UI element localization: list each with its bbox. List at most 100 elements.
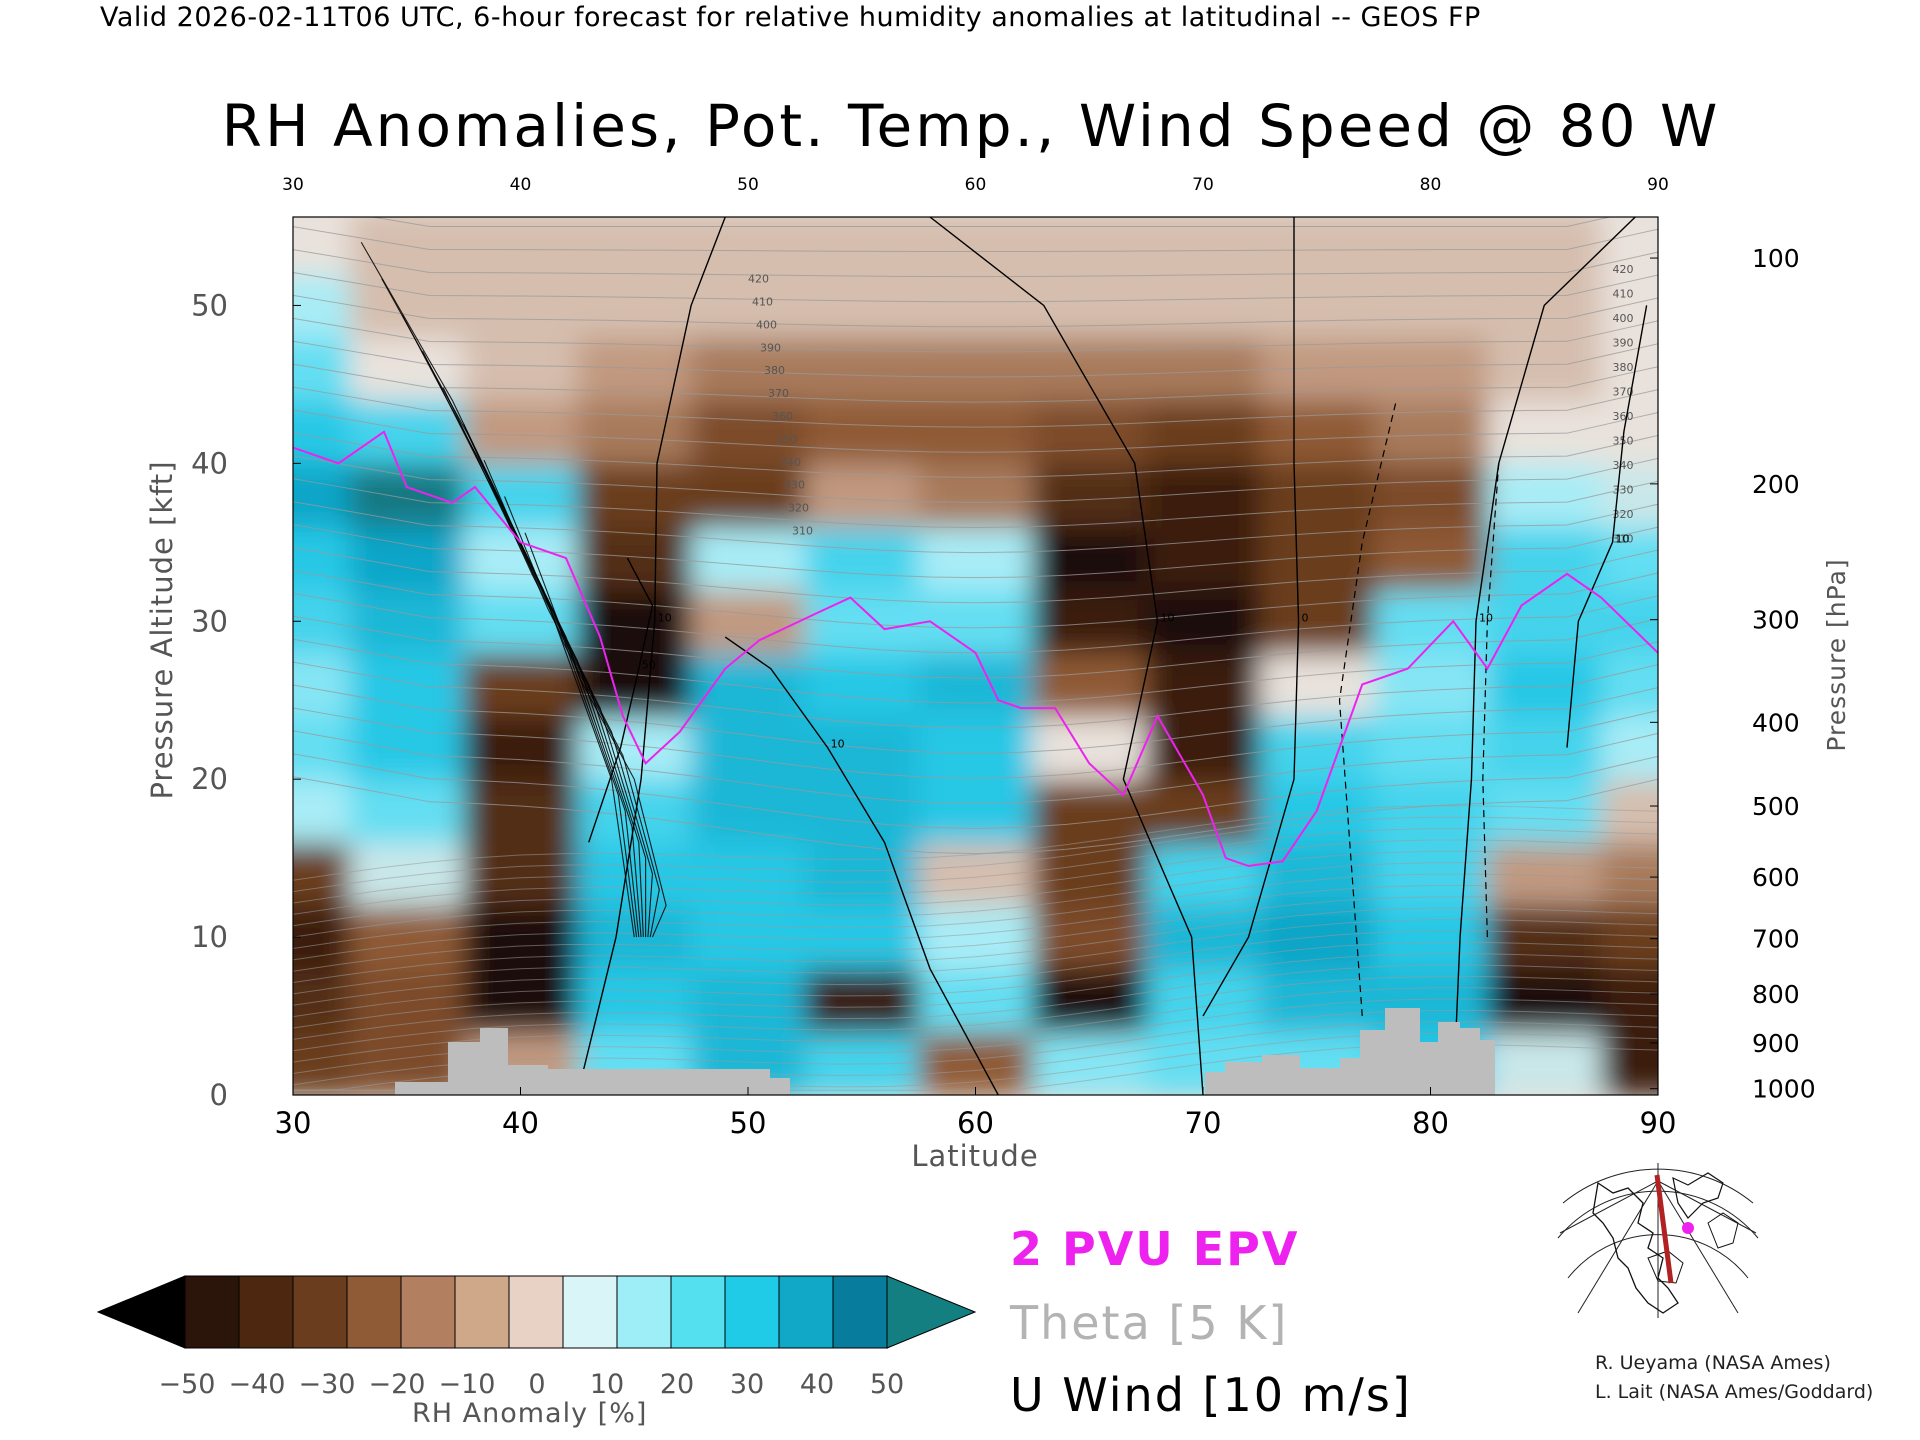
rh-cell [691, 273, 806, 339]
u-wind-label: 0 [1302, 611, 1309, 624]
pressure-tick-label: 1000 [1752, 1075, 1816, 1104]
colorbar-bin [616, 1275, 672, 1349]
theta-line [293, 455, 1658, 503]
rh-cell [349, 217, 465, 275]
rh-cell [804, 273, 920, 339]
pressure-tick-label: 800 [1752, 980, 1800, 1009]
rh-cell [1487, 652, 1603, 718]
rh-cell [293, 400, 351, 465]
u-wind-line [1202, 217, 1300, 1017]
theta-line [293, 661, 1658, 729]
u-wind-contours: 10 50 10 10 0 10 10 [360, 217, 1648, 1095]
rh-cell [804, 400, 920, 465]
rh-cell [1146, 400, 1261, 465]
terrain-hudson-bay [395, 1028, 790, 1095]
colorbar-under-arrow [96, 1275, 186, 1349]
theta-line [293, 975, 1658, 1052]
rh-cell [804, 463, 920, 528]
x-top-tick-label: 80 [1420, 175, 1442, 195]
theta-line [293, 524, 1658, 579]
pv-line [293, 430, 1658, 868]
theta-line [293, 753, 1658, 829]
rh-cell [349, 652, 465, 718]
x-tick-label: 60 [957, 1106, 994, 1140]
rh-cell [349, 716, 465, 781]
rh-cell [1146, 842, 1261, 907]
pv-2pvu-contour [293, 430, 1658, 868]
colorbar-tick-label: −50 [159, 1369, 216, 1400]
credit-line-1: R. Ueyama (NASA Ames) [1595, 1352, 1831, 1374]
colorbar-bin [562, 1275, 618, 1349]
pressure-tick-label: 900 [1752, 1029, 1800, 1058]
rh-cell [1146, 716, 1261, 781]
rh-cell [293, 779, 351, 844]
theta-line [293, 317, 1658, 353]
rh-cell [463, 273, 579, 339]
rh-cell [1259, 905, 1375, 970]
pressure-tick-label: 500 [1752, 792, 1800, 821]
rh-cell [463, 589, 579, 654]
rh-cell [918, 779, 1034, 844]
rh-cell [1146, 779, 1261, 844]
rh-cell [1259, 842, 1375, 907]
rh-cell [691, 842, 806, 907]
rh-cell [691, 968, 806, 1033]
rh-cell [577, 905, 693, 970]
x-tick-label: 50 [730, 1106, 767, 1140]
y-tick-label: 50 [191, 288, 228, 322]
rh-cell [1487, 1031, 1603, 1095]
forecast-caption: Valid 2026-02-11T06 UTC, 6-hour forecast… [100, 2, 1481, 33]
theta-line [293, 272, 1658, 303]
x-axis-label: Latitude [911, 1139, 1038, 1173]
rh-cell [463, 337, 579, 402]
y-tick-label: 30 [191, 604, 228, 638]
theta-label: 410 [1613, 288, 1634, 301]
rh-cell [1487, 905, 1603, 970]
colorbar-bin [508, 1275, 564, 1349]
theta-label: 410 [752, 295, 773, 308]
theta-line [293, 249, 1658, 278]
theta-label: 330 [1613, 483, 1634, 496]
u-wind-label: 10 [1616, 532, 1630, 545]
theta-label: 330 [784, 479, 805, 492]
rh-cell [463, 652, 579, 718]
rh-cell [1259, 652, 1375, 718]
y-tick-label: 40 [191, 446, 228, 480]
rh-cell [349, 463, 465, 528]
u-wind-line [1452, 217, 1636, 1095]
rh-cell [804, 968, 920, 1033]
rh-cell [918, 217, 1034, 275]
theta-line [293, 839, 1658, 915]
rh-cell [577, 463, 693, 528]
theta-line [293, 707, 1658, 779]
legend-theta: Theta [5 K] [1010, 1296, 1289, 1350]
chart-title: RH Anomalies, Pot. Temp., Wind Speed @ 8… [221, 92, 1721, 160]
theta-line [293, 805, 1658, 881]
theta-line [293, 386, 1658, 428]
rh-cell [463, 400, 579, 465]
x-top-tick-label: 30 [282, 175, 304, 195]
rh-cell [577, 589, 693, 654]
rh-cell [1601, 217, 1658, 275]
colorbar-tick-label: −10 [439, 1369, 496, 1400]
rh-cell [804, 589, 920, 654]
rh-cell [463, 716, 579, 781]
theta-line [293, 478, 1658, 528]
u-wind-line [1566, 305, 1648, 748]
rh-cell [1259, 968, 1375, 1033]
rh-cell [1032, 589, 1148, 654]
rh-cell [1487, 779, 1603, 844]
colorbar-tick-label: 10 [590, 1369, 624, 1400]
theta-line [293, 953, 1658, 1029]
rh-cell [1487, 463, 1603, 528]
u-wind-line [724, 636, 999, 1095]
x-top-tick-label: 90 [1647, 175, 1669, 195]
colorbar-bin [238, 1275, 294, 1349]
terrain-mask [395, 1008, 1495, 1095]
u-wind-label: 10 [658, 611, 672, 624]
rh-cell [463, 968, 579, 1033]
rh-cell [691, 779, 806, 844]
colorbar-bin [832, 1275, 888, 1349]
x-top-tick-label: 70 [1192, 175, 1214, 195]
rh-cell [293, 463, 351, 528]
